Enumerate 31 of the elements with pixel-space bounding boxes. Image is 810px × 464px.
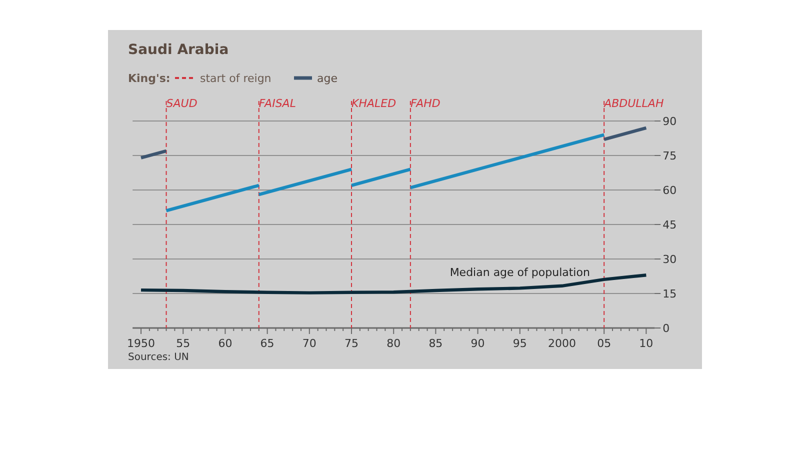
x-tick-label: 65 <box>260 337 274 350</box>
x-tick-label: 90 <box>470 337 485 350</box>
ref-line-label: FAISAL <box>258 97 296 110</box>
x-tick-label: 60 <box>218 337 232 350</box>
x-tick-label: 05 <box>597 337 612 350</box>
x-tick-label: 80 <box>386 337 401 350</box>
y-tick-label: 30 <box>662 252 677 266</box>
y-tick-label: 45 <box>662 218 677 232</box>
x-tick-label: 55 <box>176 337 190 350</box>
ref-line-label: ABDULLAH <box>603 97 664 110</box>
x-tick-label: 75 <box>344 337 359 350</box>
source-note: Sources: UN <box>128 352 189 363</box>
x-tick-label: 85 <box>428 337 443 350</box>
y-tick-label: 60 <box>662 184 677 197</box>
y-tick-label: 0 <box>662 322 670 335</box>
x-tick-label: 70 <box>302 337 316 350</box>
x-tick-label: 2000 <box>548 337 576 350</box>
chart-title: Saudi Arabia <box>128 42 229 58</box>
y-tick-label: 75 <box>662 149 677 162</box>
y-tick-label: 90 <box>662 114 677 128</box>
series-label: Median age of population <box>450 266 590 280</box>
ref-line-label: FAHD <box>410 97 440 110</box>
x-tick-label: 10 <box>639 337 654 350</box>
y-tick-label: 15 <box>662 287 677 300</box>
text: start of reign <box>200 72 272 85</box>
ref-line-label: KHALED <box>352 97 396 110</box>
x-tick-label: 95 <box>512 337 527 350</box>
ref-line-label: SAUD <box>166 97 198 110</box>
legend-label: age <box>317 72 338 85</box>
x-tick-label: 1950 <box>127 337 156 350</box>
legend-title: King's: <box>128 72 170 85</box>
